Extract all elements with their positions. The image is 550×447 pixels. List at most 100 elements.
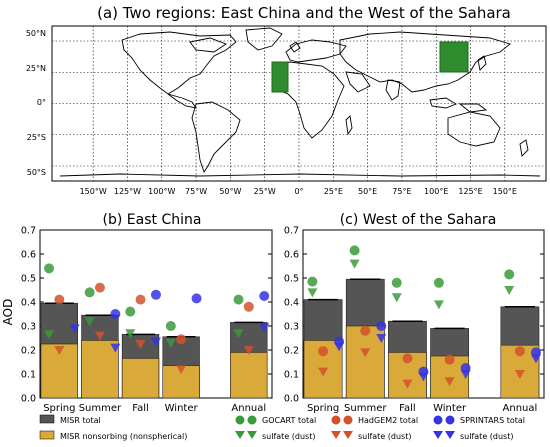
- y-tick-label: 0.5: [284, 274, 299, 285]
- legend-hadgem-tri-2: [343, 431, 353, 439]
- marker-sprintars_sulfate: [150, 337, 161, 347]
- continent-outlines: [59, 27, 541, 177]
- marker-gocart_total: [44, 263, 55, 274]
- marker-sprintars_sulfate: [334, 342, 345, 352]
- legend-swatch-misr-total: [39, 414, 55, 424]
- y-tick-label: 0.5: [21, 274, 36, 285]
- marker-hadgem_sulfate: [176, 365, 187, 375]
- legend-label-hadgem-total: HadGEM2 total: [358, 416, 418, 425]
- map-gridlines: [52, 26, 546, 181]
- chart-east-china: (b) East China AOD 0.0 0.1 0.2 0.3 0.4 0.5 0.6…: [1, 212, 273, 414]
- marker-hadgem_total: [318, 346, 329, 357]
- x-tick-label: Spring: [307, 403, 339, 414]
- marker-gocart_total: [433, 277, 444, 288]
- marker-hadgem_sulfate: [243, 346, 254, 355]
- marker-hadgem_total: [135, 294, 146, 305]
- marker-gocart_sulfate: [44, 330, 55, 340]
- marker-hadgem_sulfate: [360, 348, 371, 358]
- y-tick-label: 0.7: [284, 226, 299, 237]
- legend-hadgem-dot-2: [343, 415, 353, 425]
- legend: MISR total MISR nonsorbing (nonspherical…: [39, 414, 525, 441]
- lon-label: 100°W: [148, 187, 175, 196]
- y-tick-label: 0.0: [284, 394, 299, 405]
- marker-hadgem_sulfate: [54, 346, 65, 355]
- marker-hadgem_sulfate: [94, 331, 105, 341]
- marker-hadgem_total: [514, 346, 525, 357]
- lat-label: 50°N: [26, 29, 46, 38]
- legend-gocart-tri-2: [247, 431, 257, 439]
- legend-label-sprintars-sulfate: sulfate (dust): [460, 432, 513, 441]
- marker-sprintars_total: [376, 321, 387, 331]
- marker-sprintars_sulfate: [69, 324, 80, 334]
- bar-misr-nonsorb: [81, 340, 119, 399]
- x-tick-label: Fall: [399, 403, 416, 414]
- chart-west-sahara: (c) West of the Sahara 0.0 0.1 0.2 0.3 0.4 0.…: [284, 212, 545, 414]
- marker-gocart_total: [307, 276, 318, 287]
- lon-label: 50°W: [219, 187, 241, 196]
- legend-hadgem-tri-1: [331, 431, 341, 439]
- legend-sprintars-tri-2: [445, 431, 455, 439]
- legend-label-sprintars-total: SPRINTARS total: [460, 416, 525, 425]
- lon-label: 150°W: [80, 187, 107, 196]
- x-tick-label: Annual: [503, 403, 538, 414]
- marker-sprintars_sulfate: [376, 334, 387, 343]
- marker-gocart_total: [84, 287, 95, 298]
- marker-gocart_sulfate: [84, 317, 95, 327]
- y-tick-label: 0.3: [21, 322, 36, 333]
- y-tick-label: 0.6: [21, 250, 36, 261]
- lat-label: 50°S: [27, 168, 46, 177]
- legend-swatch-misr-nonsorb: [39, 430, 55, 440]
- y-tick-label: 0.1: [21, 370, 36, 381]
- lat-label: 0°: [37, 98, 46, 107]
- lon-label: 125°E: [458, 187, 482, 196]
- marker-gocart_sulfate: [233, 329, 244, 339]
- legend-label-misr-nonsorb: MISR nonsorbing (nonspherical): [60, 432, 187, 441]
- chart-b-title: (b) East China: [103, 212, 202, 228]
- x-tick-label: Spring: [43, 403, 75, 414]
- marker-sprintars_total: [259, 291, 270, 301]
- x-tick-label: Annual: [231, 403, 266, 414]
- y-tick-label: 0.6: [284, 250, 299, 261]
- marker-gocart_total: [504, 269, 515, 280]
- marker-hadgem_total: [360, 325, 371, 336]
- marker-hadgem_total: [54, 294, 65, 305]
- lon-label: 25°W: [254, 187, 276, 196]
- marker-gocart_total: [349, 245, 360, 256]
- x-tick-label: Winter: [165, 403, 199, 414]
- lon-label: 125°W: [114, 187, 141, 196]
- y-tick-label: 0.7: [21, 226, 36, 237]
- x-tick-label: Summer: [79, 403, 122, 414]
- marker-gocart_total: [391, 277, 402, 288]
- legend-gocart-dot-2: [247, 415, 257, 425]
- lon-label: 100°E: [424, 187, 448, 196]
- legend-gocart-tri-1: [235, 431, 245, 439]
- marker-sprintars_sulfate: [460, 370, 471, 379]
- region-east-china: [439, 41, 469, 73]
- x-tick-label: Summer: [344, 403, 387, 414]
- legend-label-hadgem-sulfate: sulfate (dust): [358, 432, 411, 441]
- marker-hadgem_sulfate: [444, 377, 455, 387]
- legend-sprintars-dot-2: [445, 415, 455, 425]
- marker-hadgem_total: [243, 301, 254, 312]
- x-tick-label: Fall: [132, 403, 149, 414]
- region-west-sahara: [271, 61, 289, 93]
- lat-label: 25°N: [26, 64, 46, 73]
- marker-gocart_sulfate: [165, 338, 176, 348]
- marker-sprintars_sulfate: [110, 343, 121, 353]
- y-tick-label: 0.0: [21, 394, 36, 405]
- marker-hadgem_total: [176, 334, 187, 345]
- bar-misr-nonsorb: [121, 358, 160, 399]
- bar-misr-nonsorb: [230, 352, 268, 399]
- marker-sprintars_total: [110, 309, 121, 319]
- lon-label: 25°E: [324, 187, 343, 196]
- y-tick-label: 0.2: [284, 346, 299, 357]
- legend-label-gocart-total: GOCART total: [262, 416, 316, 425]
- marker-hadgem_total: [94, 282, 105, 293]
- bar-misr-nonsorb: [345, 325, 385, 399]
- chart-c-title: (c) West of the Sahara: [340, 212, 497, 228]
- marker-gocart_total: [233, 294, 244, 305]
- marker-gocart_sulfate: [391, 293, 402, 303]
- marker-gocart_sulfate: [349, 259, 360, 269]
- legend-label-misr-total: MISR total: [60, 416, 101, 425]
